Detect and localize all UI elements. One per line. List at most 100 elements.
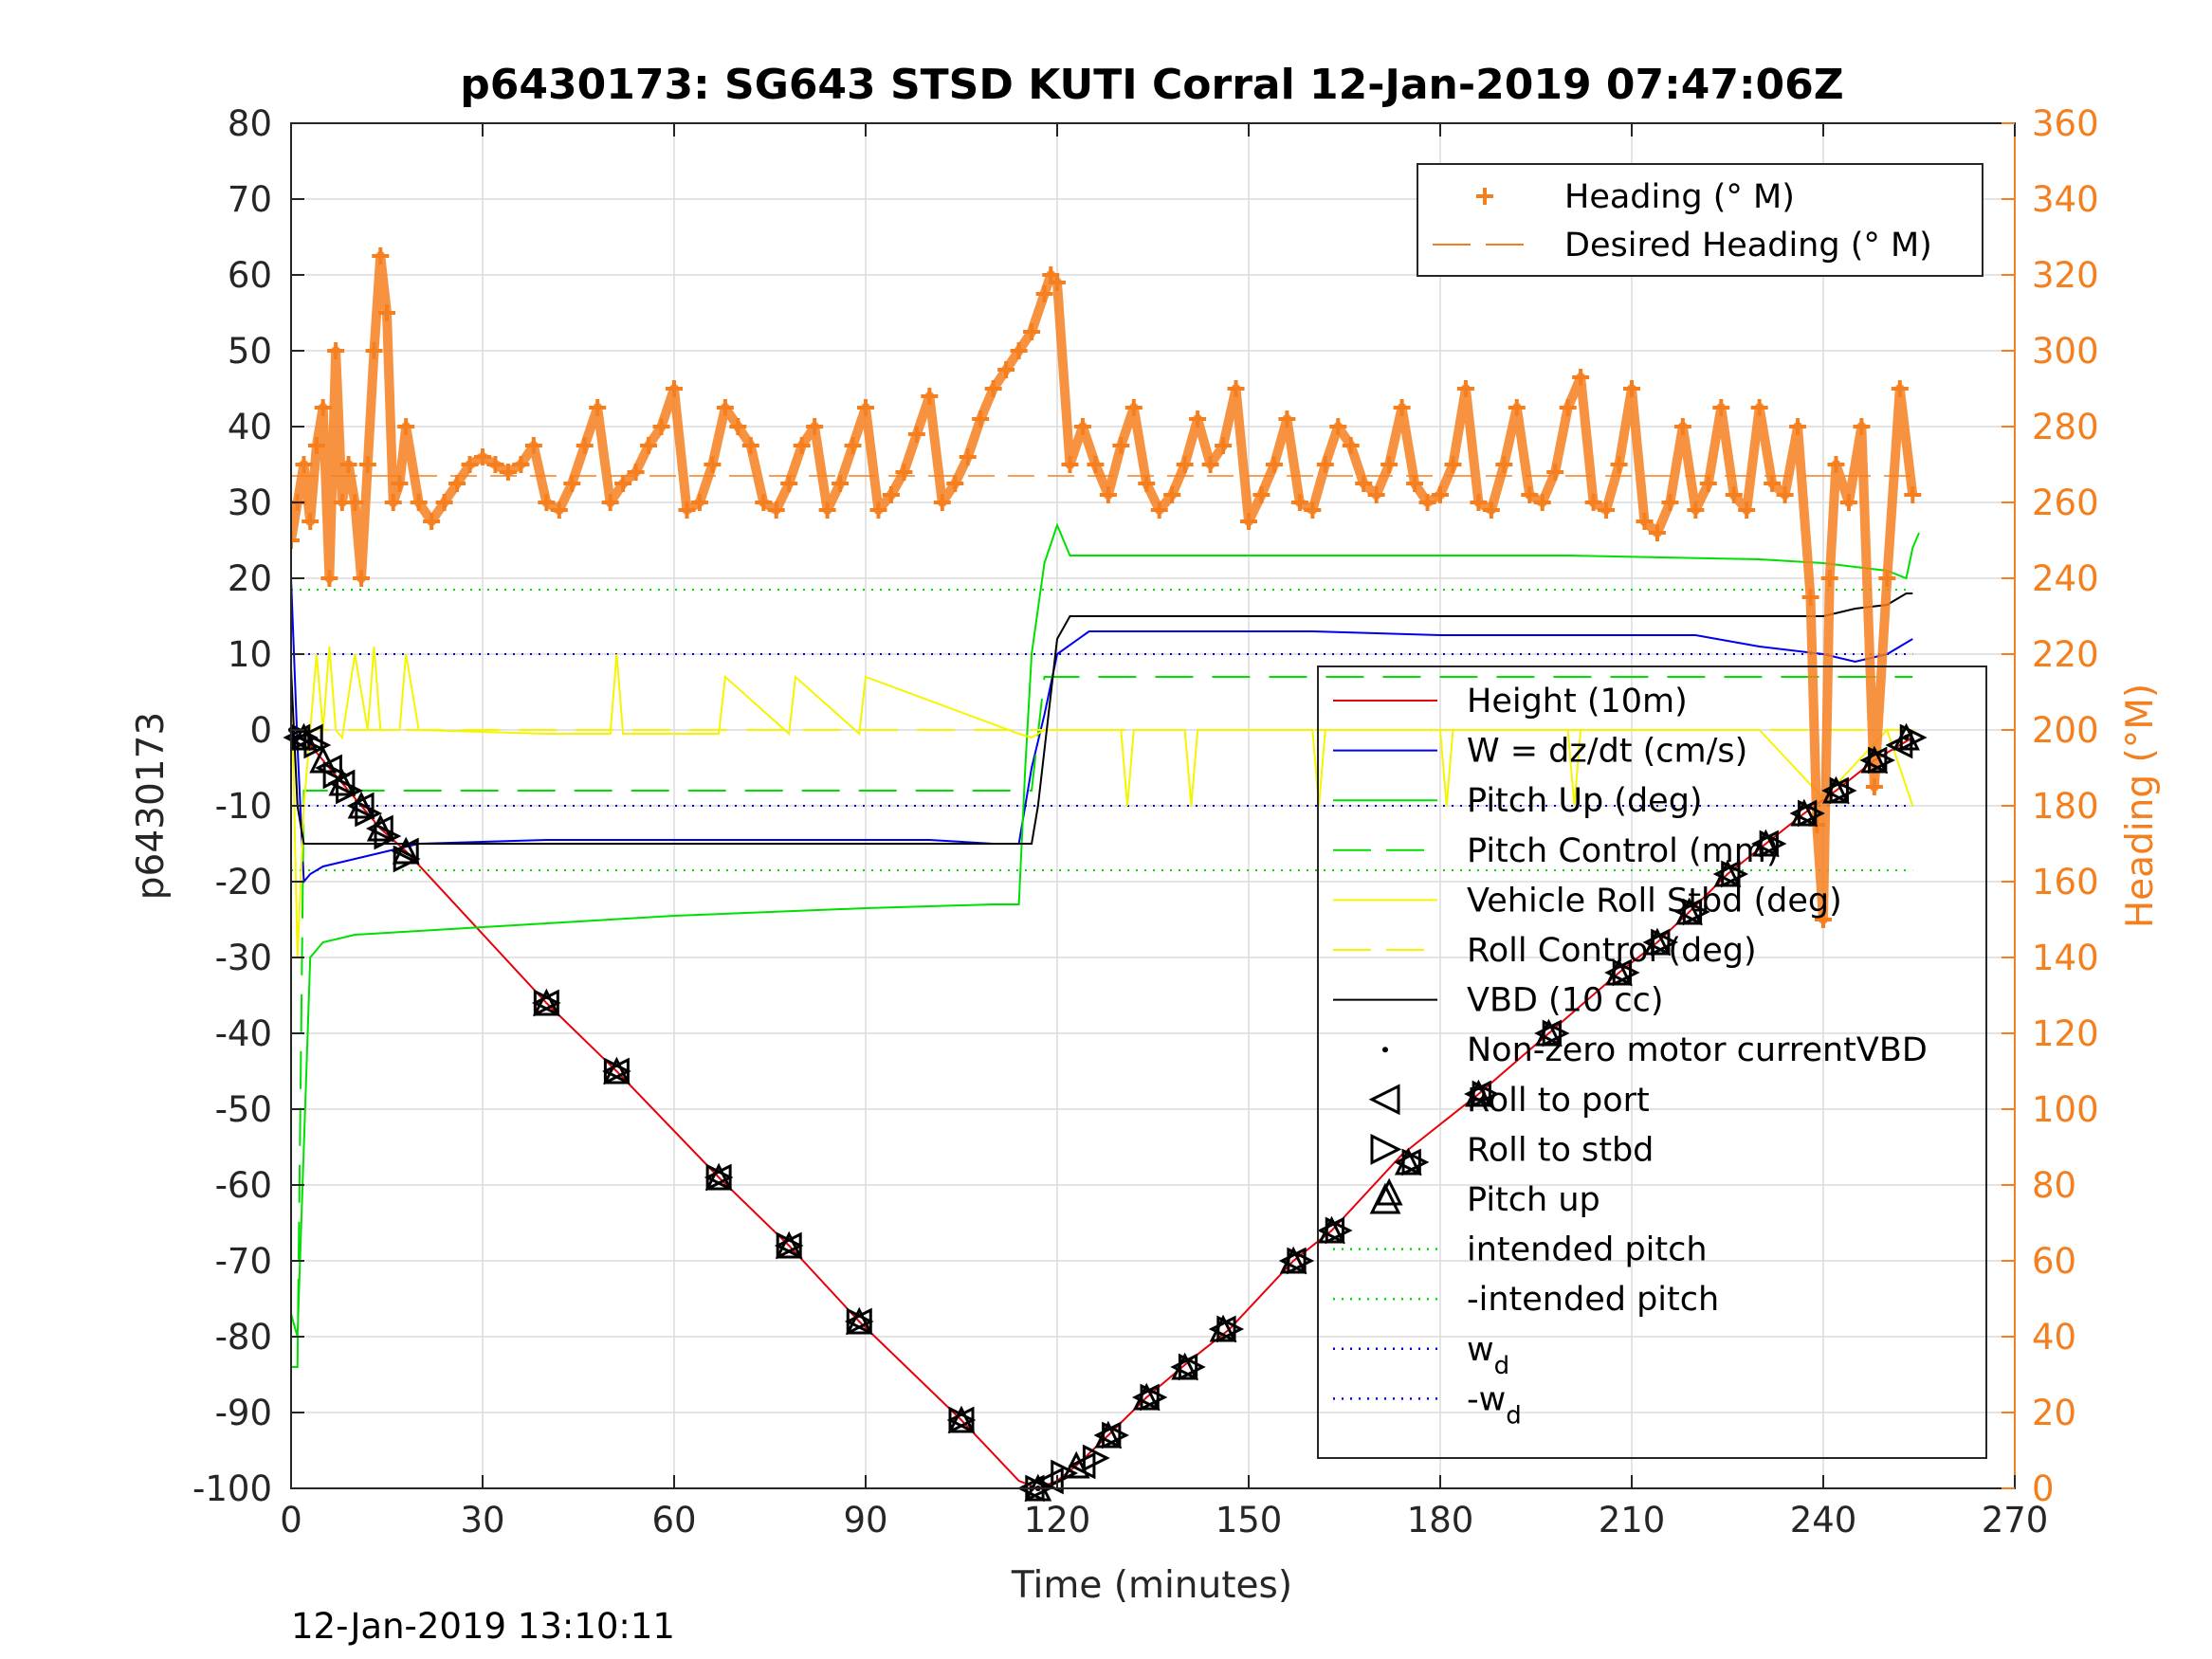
roll-to-port-marker (1093, 1421, 1122, 1449)
legend-label-text: VBD (10 cc) (1467, 982, 1664, 1020)
legend-label-text: Non-zero motor currentVBD (1467, 1031, 1928, 1069)
legend-main: Height (10m) W = dz/dt (cm/s) Pitch Up (de… (1317, 665, 1987, 1459)
x-tick-label: 30 (460, 1500, 504, 1540)
legend-main-label: -intended pitch (1467, 1281, 1719, 1319)
y-right-tick-label: 40 (2032, 1317, 2076, 1358)
pitch-up-marker (1822, 775, 1850, 804)
y-right-tick-label: 20 (2032, 1393, 2076, 1433)
pitch-up-marker (1713, 859, 1742, 887)
roll-to-port-marker (346, 792, 375, 820)
vbd-motor-dot (294, 735, 301, 740)
pitch-up-marker (1464, 1079, 1492, 1107)
pitch-up-marker (1643, 927, 1672, 956)
legend-label-subscript: d (1494, 1352, 1510, 1380)
marker-layer (283, 722, 1928, 1503)
legend-main-label: wd (1467, 1331, 1509, 1380)
roll-to-port-marker (1170, 1353, 1198, 1381)
legend-sample-dot (1382, 1047, 1388, 1053)
pitch-up-marker (704, 1162, 733, 1191)
pitch-up-marker (309, 745, 338, 774)
roll-to-port-marker (295, 723, 323, 752)
series-vehicle-roll-stbd-deg (291, 646, 1914, 958)
pitch-up-marker (1790, 798, 1819, 827)
pitch-up-marker (1279, 1246, 1307, 1274)
roll-to-port-marker (1393, 1148, 1421, 1176)
legend-main-label: Pitch Control (mm) (1467, 832, 1779, 870)
roll-to-port-marker (1604, 958, 1633, 987)
pitch-up-marker (947, 1405, 976, 1433)
vbd-motor-dot (1903, 735, 1910, 740)
legend-main-label: Roll to port (1467, 1082, 1650, 1120)
legend-sample-plus (1476, 188, 1493, 205)
series-layer (291, 247, 1922, 1488)
legend-label-text: Vehicle Roll Stbd (deg) (1467, 882, 1842, 920)
x-tick-label: 180 (1407, 1500, 1474, 1540)
x-tick-label: 270 (1982, 1500, 2049, 1540)
y-right-tick-label: 300 (2032, 331, 2099, 372)
legend-label-text: -intended pitch (1467, 1281, 1719, 1319)
x-tick-label: 60 (651, 1500, 696, 1540)
legend-label-text: Pitch up (1467, 1181, 1600, 1219)
pitch-up-marker (532, 988, 560, 1016)
pitch-up-marker (1675, 897, 1704, 925)
y-tick-label: 10 (228, 634, 272, 675)
y-right-tick-label: 200 (2032, 710, 2099, 751)
y-axis-right-label: Heading (°M) (2119, 684, 2162, 928)
y-tick-label: 40 (228, 407, 272, 447)
legend-sample-triangle (1369, 1182, 1401, 1214)
heading-point (291, 532, 300, 549)
roll-to-port-marker (1642, 928, 1671, 957)
pitch-up-marker (347, 791, 375, 819)
legend-label-text: intended pitch (1467, 1231, 1708, 1269)
pitch-up-marker (602, 1056, 631, 1085)
y-right-tick-label: 340 (2032, 179, 2099, 220)
roll-to-port-marker (365, 814, 393, 843)
legend-label-text: -w (1467, 1380, 1506, 1418)
legend-main-label: W = dz/dt (cm/s) (1467, 733, 1747, 771)
legend-label-text: Roll Control (deg) (1467, 932, 1757, 970)
roll-to-stbd-marker (776, 1231, 804, 1260)
roll-to-stbd-marker (1082, 1444, 1110, 1472)
legend-label-text: Roll to port (1467, 1082, 1650, 1120)
y-tick-label: -80 (215, 1317, 272, 1358)
y-tick-label: 30 (228, 483, 272, 523)
y-tick-label: -30 (215, 938, 272, 978)
roll-to-port-marker (1464, 1080, 1491, 1108)
legend-label-text: Pitch Up (deg) (1467, 782, 1703, 820)
roll-to-port-marker (1751, 830, 1779, 858)
legend-label-text: Roll to stbd (1467, 1131, 1654, 1169)
pitch-up-marker (845, 1306, 873, 1335)
series-w-dz-dt-cm-s (291, 577, 1913, 884)
roll-to-stbd-marker (705, 1163, 734, 1192)
y-right-tick-label: 0 (2032, 1468, 2055, 1509)
legend-main-label: Roll to stbd (1467, 1131, 1654, 1169)
y-tick-label: -100 (192, 1468, 272, 1509)
pitch-up-marker (1394, 1147, 1422, 1176)
x-tick-label: 210 (1599, 1500, 1666, 1540)
roll-to-stbd-marker (948, 1406, 977, 1434)
pitch-up-marker (1094, 1420, 1123, 1449)
y-tick-label: 20 (228, 558, 272, 599)
legend-main-label: Pitch up (1467, 1181, 1600, 1219)
legend-label-text: w (1467, 1331, 1494, 1369)
y-axis-right-ticks: 3603403203002802602402202001801601401201… (2002, 103, 2099, 1509)
x-tick-label: 120 (1024, 1500, 1091, 1540)
roll-to-port-marker (1674, 898, 1703, 926)
pitch-up-marker (1062, 1450, 1090, 1479)
x-tick-label: 240 (1790, 1500, 1857, 1540)
pitch-up-marker (1751, 829, 1780, 857)
y-tick-label: 60 (228, 255, 272, 296)
legend-main-label: Vehicle Roll Stbd (deg) (1467, 882, 1842, 920)
y-right-tick-label: 100 (2032, 1089, 2099, 1130)
y-right-tick-label: 160 (2032, 862, 2099, 902)
y-right-tick-label: 320 (2032, 255, 2099, 296)
legend-main-label: VBD (10 cc) (1467, 982, 1664, 1020)
legend-label-text: Pitch Control (mm) (1467, 832, 1779, 870)
y-tick-label: -40 (215, 1013, 272, 1054)
heading-trace (291, 251, 1918, 924)
y-right-tick-label: 220 (2032, 634, 2099, 675)
legend-label-text: Height (10m) (1467, 683, 1688, 720)
legend-heading-box (1417, 163, 1983, 277)
x-tick-label: 0 (280, 1500, 302, 1540)
legend-heading: Heading (° M) Desired Heading (° M) (1417, 163, 1983, 277)
